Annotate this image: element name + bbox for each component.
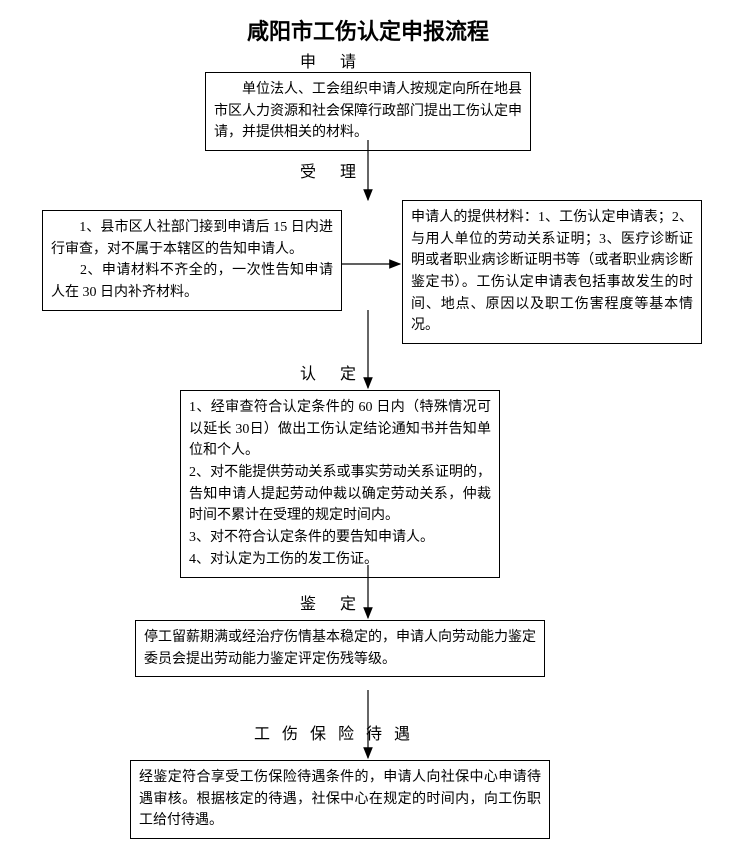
box-line: 申请人的提供材料：1、工伤认定申请表；2、与用人单位的劳动关系证明；3、医疗诊断… xyxy=(411,207,693,337)
box-line: 1、经审查符合认定条件的 60 日内（特殊情况可以延长 30日）做出工伤认定结论… xyxy=(189,397,491,462)
page-title: 咸阳市工伤认定申报流程 xyxy=(0,14,736,46)
box-accept_left: 1、县市区人社部门接到申请后 15 日内进行审查，对不属于本辖区的告知申请人。 … xyxy=(42,210,342,311)
section-label-shenqing: 申请 xyxy=(300,48,380,72)
box-line: 经鉴定符合享受工伤保险待遇条件的，申请人向社保中心申请待遇审核。根据核定的待遇，… xyxy=(139,767,541,832)
section-label-rending: 认定 xyxy=(300,360,380,384)
box-line: 3、对不符合认定条件的要告知申请人。 xyxy=(189,527,491,549)
box-line: 停工留薪期满或经治疗伤情基本稳定的，申请人向劳动能力鉴定委员会提出劳动能力鉴定评… xyxy=(144,627,536,670)
box-line: 1、县市区人社部门接到申请后 15 日内进行审查，对不属于本辖区的告知申请人。 xyxy=(51,217,333,260)
box-line: 单位法人、工会组织申请人按规定向所在地县市区人力资源和社会保障行政部门提出工伤认… xyxy=(214,79,522,144)
box-line: 4、对认定为工伤的发工伤证。 xyxy=(189,549,491,571)
box-accept_right: 申请人的提供材料：1、工伤认定申请表；2、与用人单位的劳动关系证明；3、医疗诊断… xyxy=(402,200,702,344)
box-line: 2、申请材料不齐全的，一次性告知申请人在 30 日内补齐材料。 xyxy=(51,260,333,303)
section-label-shouli: 受理 xyxy=(300,158,380,182)
box-daiyu: 经鉴定符合享受工伤保险待遇条件的，申请人向社保中心申请待遇审核。根据核定的待遇，… xyxy=(130,760,550,839)
section-label-jianding: 鉴定 xyxy=(300,590,380,614)
box-jianding: 停工留薪期满或经治疗伤情基本稳定的，申请人向劳动能力鉴定委员会提出劳动能力鉴定评… xyxy=(135,620,545,677)
box-apply: 单位法人、工会组织申请人按规定向所在地县市区人力资源和社会保障行政部门提出工伤认… xyxy=(205,72,531,151)
box-line: 2、对不能提供劳动关系或事实劳动关系证明的，告知申请人提起劳动仲裁以确定劳动关系… xyxy=(189,462,491,527)
box-rending: 1、经审查符合认定条件的 60 日内（特殊情况可以延长 30日）做出工伤认定结论… xyxy=(180,390,500,578)
section-label-daiyu: 工伤保险待遇 xyxy=(254,720,422,744)
